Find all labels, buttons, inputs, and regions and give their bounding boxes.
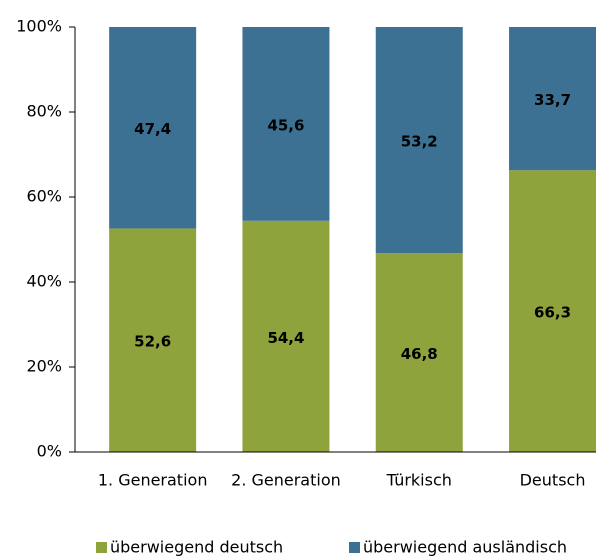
x-tick-label: Türkisch (386, 471, 452, 490)
y-tick-label: 20% (26, 357, 62, 376)
data-label: 53,2 (401, 133, 438, 151)
legend-label: überwiegend ausländisch (363, 538, 567, 557)
y-tick-label: 40% (26, 272, 62, 291)
y-tick-label: 0% (37, 442, 62, 461)
x-tick-label: 1. Generation (98, 471, 208, 490)
bar-segment (509, 27, 596, 171)
x-tick-label: Deutsch (520, 471, 586, 490)
y-tick-label: 60% (26, 187, 62, 206)
data-label: 46,8 (401, 345, 438, 363)
y-tick-label: 100% (16, 17, 62, 36)
bar-segment (242, 27, 330, 221)
bar-segment (109, 27, 197, 229)
legend-label: überwiegend deutsch (110, 538, 283, 557)
y-tick-label: 80% (26, 102, 62, 121)
data-label: 66,3 (534, 304, 571, 322)
legend-swatch (349, 542, 360, 553)
bar-segment (509, 170, 596, 452)
data-label: 54,4 (267, 329, 304, 347)
data-label: 33,7 (534, 91, 571, 109)
data-label: 45,6 (267, 116, 304, 134)
bar-segment (242, 220, 330, 452)
data-label: 52,6 (134, 333, 171, 351)
x-tick-label: 2. Generation (231, 471, 341, 490)
data-label: 47,4 (134, 120, 171, 138)
bar-segment (375, 253, 463, 452)
legend-swatch (96, 542, 107, 553)
bar-segment (109, 228, 197, 452)
bar-segment (375, 27, 463, 254)
